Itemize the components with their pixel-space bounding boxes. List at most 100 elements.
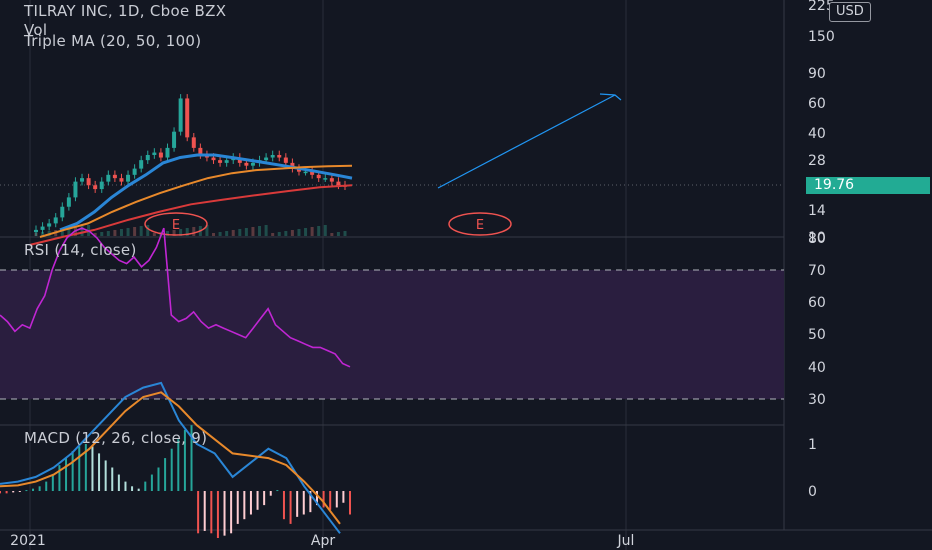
earnings-marker[interactable]: E bbox=[144, 212, 208, 236]
earnings-marker-label: E bbox=[476, 218, 484, 233]
volume-bar bbox=[119, 229, 123, 236]
volume-bar bbox=[244, 228, 248, 236]
volume-bar bbox=[212, 233, 216, 236]
moving-averages bbox=[29, 153, 353, 246]
volume-bar bbox=[258, 226, 262, 236]
candle-body bbox=[250, 162, 255, 166]
symbol-title[interactable]: TILRAY INC, 1D, Cboe BZX bbox=[24, 2, 227, 20]
candle-body bbox=[336, 181, 341, 186]
currency-button[interactable]: USD bbox=[829, 2, 871, 22]
price-axis-label: 14 bbox=[808, 203, 826, 219]
macd-histogram-bar bbox=[329, 491, 332, 510]
candle-body bbox=[106, 174, 111, 182]
price-axis-label: 60 bbox=[808, 96, 826, 112]
volume-bar bbox=[323, 225, 327, 236]
macd-legend[interactable]: MACD (12, 26, close, 9) bbox=[24, 429, 208, 447]
candle-body bbox=[132, 168, 137, 175]
rsi-legend[interactable]: RSI (14, close) bbox=[24, 241, 137, 259]
price-axis-label: 90 bbox=[808, 66, 826, 82]
macd-histogram-bar bbox=[25, 490, 28, 492]
volume-bar bbox=[264, 225, 268, 236]
macd-histogram-bar bbox=[150, 474, 153, 491]
macd-histogram-bar bbox=[45, 481, 48, 491]
candle-body bbox=[99, 181, 104, 190]
macd-signal-line bbox=[0, 391, 341, 525]
price-axis-label: 150 bbox=[808, 29, 835, 45]
volume-bar bbox=[126, 228, 130, 236]
candle-body bbox=[329, 178, 334, 182]
macd-histogram-bar bbox=[124, 481, 127, 491]
macd-histogram-bar bbox=[309, 491, 312, 513]
volume-bar bbox=[218, 232, 222, 236]
candle-body bbox=[152, 152, 157, 155]
volume-legend[interactable]: Vol bbox=[24, 21, 48, 39]
volume-bar bbox=[41, 232, 45, 236]
macd-histogram-bar bbox=[84, 444, 87, 491]
earnings-marker-label: E bbox=[172, 218, 180, 233]
macd-histogram-bar bbox=[296, 491, 299, 517]
ma-line bbox=[59, 153, 353, 232]
last-price-tag: 19.76 bbox=[806, 177, 930, 194]
macd-histogram-bar bbox=[197, 491, 200, 534]
volume-bar bbox=[146, 225, 150, 236]
volume-bar bbox=[330, 233, 334, 236]
macd-histogram-bar bbox=[91, 446, 94, 491]
volume-bar bbox=[343, 231, 347, 236]
volume-bar bbox=[106, 231, 110, 236]
candle-body bbox=[86, 178, 91, 186]
rsi-axis-label: 60 bbox=[808, 295, 826, 311]
macd-histogram-bar bbox=[349, 491, 351, 515]
candle-body bbox=[270, 155, 275, 158]
candle-body bbox=[165, 147, 170, 158]
price-axis-label: 40 bbox=[808, 126, 826, 142]
candle-body bbox=[310, 171, 315, 175]
candle-body bbox=[218, 160, 223, 163]
candle-body bbox=[126, 174, 131, 182]
macd-histogram-bar bbox=[322, 491, 325, 508]
macd-histogram-bar bbox=[177, 439, 180, 491]
candle-body bbox=[34, 229, 38, 233]
volume-bar bbox=[165, 231, 169, 236]
candle-body bbox=[145, 155, 150, 161]
trend-line-drawing[interactable] bbox=[437, 94, 616, 189]
macd-histogram-bar bbox=[98, 453, 101, 491]
macd-histogram-bar bbox=[315, 491, 318, 506]
ma-legend[interactable]: Triple MA (20, 50, 100) bbox=[24, 32, 202, 50]
volume-bar bbox=[100, 232, 104, 236]
rsi-line bbox=[0, 227, 351, 368]
time-axis-label: Jul bbox=[617, 533, 635, 549]
candle-body bbox=[93, 185, 98, 190]
macd-histogram-bar bbox=[117, 474, 120, 491]
macd-histogram-bar bbox=[256, 491, 259, 510]
rsi-band bbox=[0, 270, 784, 399]
price-axis-label: 28 bbox=[808, 153, 826, 169]
macd-histogram-bar bbox=[276, 490, 279, 492]
volume-bar bbox=[172, 230, 176, 236]
macd-histogram-bar bbox=[249, 491, 252, 515]
candle-body bbox=[158, 152, 163, 158]
candle-body bbox=[47, 223, 52, 227]
rsi-axis-label: 80 bbox=[808, 231, 826, 247]
candle-body bbox=[172, 131, 177, 148]
macd-histogram-bar bbox=[289, 491, 292, 524]
candle-body bbox=[80, 178, 85, 182]
macd-histogram-bar bbox=[32, 488, 35, 491]
candle-body bbox=[211, 157, 216, 161]
macd-histogram-bar bbox=[164, 458, 167, 491]
volume-bar bbox=[225, 231, 229, 236]
macd-histogram-bar bbox=[243, 491, 246, 520]
volume-bar bbox=[113, 230, 117, 236]
macd-histogram-bar bbox=[236, 491, 239, 524]
volume-bar bbox=[139, 226, 143, 236]
macd-histogram-bar bbox=[183, 429, 186, 491]
volume-bar bbox=[251, 227, 255, 236]
rsi-axis-label: 40 bbox=[808, 360, 826, 376]
earnings-marker[interactable]: E bbox=[448, 212, 512, 236]
macd-histogram-bar bbox=[104, 460, 107, 491]
macd-histogram-bar bbox=[5, 491, 8, 494]
candle-body bbox=[191, 137, 196, 148]
trend-line-arrowhead[interactable] bbox=[599, 93, 622, 101]
macd-histogram-bar bbox=[71, 451, 74, 491]
candle-body bbox=[139, 160, 144, 169]
